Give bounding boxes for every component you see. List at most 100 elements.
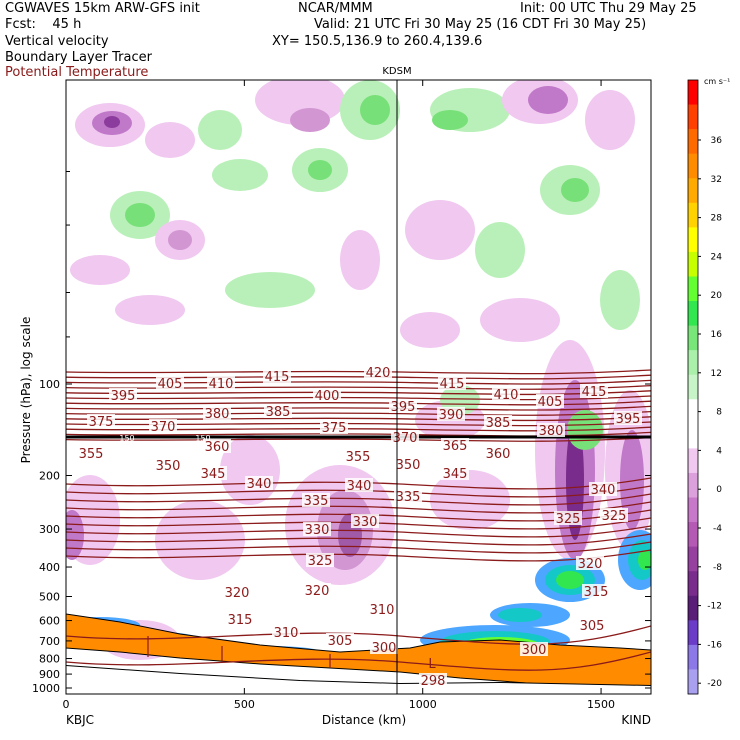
theta-label: 405 bbox=[158, 377, 183, 392]
theta-label: 345 bbox=[443, 467, 468, 482]
theta-label: 315 bbox=[228, 613, 253, 628]
y-axis-title: Pressure (hPa), log scale bbox=[19, 317, 33, 464]
colorbar-swatch bbox=[688, 644, 698, 670]
theta-label: 415 bbox=[440, 377, 465, 392]
colorbar-swatch bbox=[688, 423, 698, 449]
colorbar-swatch bbox=[688, 669, 698, 695]
theta-label: 405 bbox=[538, 395, 563, 410]
theta-label: 410 bbox=[209, 377, 234, 392]
x-axis-title: Distance (km) bbox=[322, 713, 406, 727]
y-tick-label: 400 bbox=[39, 561, 60, 574]
theta-label-bg bbox=[306, 553, 334, 567]
colorbar-tick-label: -4 bbox=[713, 524, 722, 534]
theta-label: 320 bbox=[305, 584, 330, 599]
theta-label: 340 bbox=[247, 477, 272, 492]
theta-label-bg bbox=[370, 640, 398, 654]
theta-label-bg bbox=[441, 466, 469, 480]
theta-label-bg bbox=[203, 439, 231, 453]
theta-label-bg bbox=[438, 376, 466, 390]
header-fcst: Fcst: 45 h bbox=[5, 17, 82, 32]
theta-label: 310 bbox=[370, 603, 395, 618]
plot-frame bbox=[65, 79, 652, 695]
theta-contour bbox=[66, 395, 651, 401]
theta-contour bbox=[66, 541, 651, 554]
tropopause-label-1: 150 bbox=[119, 434, 134, 443]
colorbar-swatch bbox=[688, 497, 698, 523]
x-axis-left-station: KBJC bbox=[66, 713, 94, 727]
colorbar-swatch bbox=[688, 227, 698, 253]
header-title: CGWAVES 15km ARW-GFS init bbox=[5, 1, 200, 16]
colorbar-tick-label: -20 bbox=[707, 679, 722, 689]
header-xy: XY= 150.5,136.9 to 260.4,139.6 bbox=[272, 34, 483, 49]
colorbar: 36 32 28 24 20 16 12 8 4 0 -4 -8 -12 -16 -20 bbox=[687, 79, 722, 695]
theta-contour-labels: 420 415 415 415 410 410 405 405 400 395 395 395 390 3… bbox=[77, 365, 642, 689]
theta-label-bg bbox=[345, 478, 373, 492]
theta-label-bg bbox=[537, 423, 565, 437]
theta-contour bbox=[66, 477, 651, 490]
colorbar-swatch bbox=[688, 374, 698, 400]
y-tick-label: 900 bbox=[39, 668, 60, 681]
theta-label-bg bbox=[303, 522, 331, 536]
theta-label-bg bbox=[313, 388, 341, 402]
theta-label: 335 bbox=[304, 494, 329, 509]
theta-label-bg bbox=[263, 369, 291, 383]
colorbar-swatch bbox=[688, 350, 698, 376]
theta-label: 400 bbox=[315, 389, 340, 404]
theta-label-bg bbox=[245, 476, 273, 490]
colorbar-swatch bbox=[688, 448, 698, 474]
theta-contour bbox=[66, 525, 651, 538]
colorbar-swatch bbox=[688, 571, 698, 597]
theta-label-bg bbox=[394, 457, 422, 471]
colorbar-tick-label: 12 bbox=[711, 369, 722, 379]
theta-label: 395 bbox=[616, 412, 641, 427]
theta-label: 330 bbox=[305, 523, 330, 538]
station-kdsm-label: KDSM bbox=[382, 66, 411, 77]
theta-label: 345 bbox=[201, 467, 226, 482]
colorbar-tick-label: -16 bbox=[707, 640, 722, 650]
theta-contour bbox=[66, 651, 651, 671]
theta-label: 340 bbox=[347, 479, 372, 494]
theta-label: 380 bbox=[539, 424, 564, 439]
colorbar-swatch bbox=[688, 104, 698, 130]
theta-label: 315 bbox=[584, 585, 609, 600]
y-tick-label: 100 bbox=[39, 378, 60, 391]
theta-label-bg bbox=[344, 449, 372, 463]
colorbar-swatch bbox=[688, 620, 698, 646]
theta-label-bg bbox=[320, 420, 348, 434]
theta-label-bg bbox=[419, 673, 447, 687]
colorbar-tick-label: -8 bbox=[713, 563, 722, 573]
theta-label-bg bbox=[87, 414, 115, 428]
theta-label-bg bbox=[576, 556, 604, 570]
theta-label: 300 bbox=[522, 643, 547, 658]
colorbar-swatch bbox=[688, 178, 698, 204]
theta-label-bg bbox=[303, 583, 331, 597]
y-tick-label: 300 bbox=[39, 523, 60, 536]
theta-label-bg bbox=[207, 376, 235, 390]
theta-label: 370 bbox=[151, 420, 176, 435]
y-tick-label: 700 bbox=[39, 635, 60, 648]
colorbar-swatch bbox=[688, 80, 698, 106]
theta-label-bg bbox=[272, 625, 300, 639]
colorbar-tick-label: 0 bbox=[716, 485, 722, 495]
theta-label-bg bbox=[368, 602, 396, 616]
theta-contour bbox=[66, 517, 651, 530]
theta-contour bbox=[66, 410, 651, 416]
header-org: NCAR/MMM bbox=[298, 1, 373, 16]
colorbar-swatch bbox=[688, 251, 698, 277]
theta-label-bg bbox=[580, 384, 608, 398]
theta-label-bg bbox=[441, 438, 469, 452]
theta-label-bg bbox=[520, 642, 548, 656]
theta-label: 385 bbox=[266, 405, 291, 420]
theta-label-bg bbox=[554, 511, 582, 525]
theta-label: 350 bbox=[156, 459, 181, 474]
theta-label-bg bbox=[391, 430, 419, 444]
theta-label-bg bbox=[389, 399, 417, 413]
y-tick-label: 1000 bbox=[32, 682, 60, 695]
theta-contour bbox=[66, 390, 651, 396]
theta-label-bg bbox=[484, 446, 512, 460]
theta-label-bg bbox=[589, 482, 617, 496]
theta-label-bg bbox=[484, 415, 512, 429]
colorbar-tick-label: -12 bbox=[707, 602, 722, 612]
theta-label: 320 bbox=[225, 586, 250, 601]
theta-label: 395 bbox=[111, 389, 136, 404]
